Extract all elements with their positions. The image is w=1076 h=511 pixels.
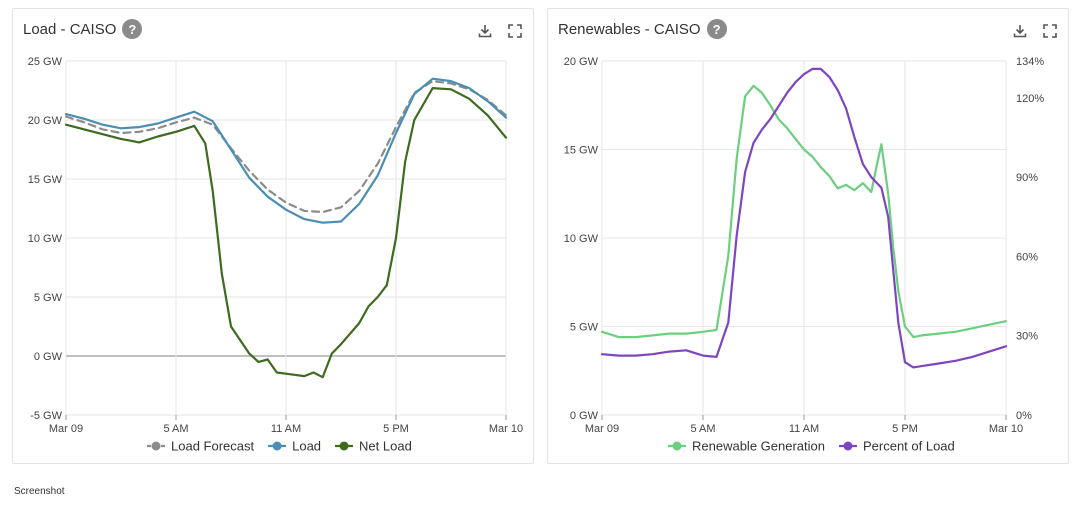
download-icon[interactable]: [1012, 23, 1028, 39]
y-tick-label: 20 GW: [564, 56, 599, 68]
y-tick-label: -5 GW: [30, 410, 62, 422]
y-tick-label: 15 GW: [564, 145, 599, 157]
x-tick-label: Mar 10: [489, 423, 523, 435]
load-series-line: [64, 77, 508, 224]
x-tick-label: Mar 09: [49, 423, 83, 435]
legend-label: Load: [292, 439, 321, 454]
net-load-series-line: [64, 86, 508, 379]
help-icon[interactable]: ?: [706, 19, 727, 39]
renewables-title-text: Renewables - CAISO: [558, 20, 701, 38]
y2-tick-label: 0%: [1016, 410, 1032, 422]
download-icon[interactable]: [477, 23, 493, 39]
load-title-text: Load - CAISO: [23, 20, 117, 38]
help-icon[interactable]: ?: [122, 19, 143, 39]
x-tick-label: 11 AM: [271, 423, 301, 435]
legend-swatch-marker: [339, 441, 349, 451]
x-tick-label: Mar 09: [585, 423, 619, 435]
y-tick-label: 0 GW: [34, 351, 63, 363]
y2-tick-label: 90%: [1016, 172, 1038, 184]
legend-label: Load Forecast: [171, 439, 254, 454]
y-tick-label: 20 GW: [28, 115, 63, 127]
legend-swatch-marker: [272, 441, 282, 451]
renewables-chart: 20 GW 15 GW 10 GW 5 GW 0 GW 134% 120% 90% 60% 30%…: [564, 56, 1045, 454]
y-tick-label: 5 GW: [34, 292, 63, 304]
y2-tick-label: 134%: [1016, 56, 1044, 68]
x-tick-label: 5 PM: [383, 423, 409, 435]
x-tick-label: Mar 10: [989, 423, 1023, 435]
renewables-chart-panel: Renewables - CAISO ? 20 GW 15 GW 10 GW 5 GW…: [547, 8, 1069, 464]
y-tick-label: 10 GW: [28, 233, 63, 245]
legend-swatch-marker: [672, 441, 682, 451]
y-tick-label: 10 GW: [564, 233, 599, 245]
legend-label: Renewable Generation: [692, 439, 825, 454]
x-tick-label: 11 AM: [789, 423, 819, 435]
legend-label: Percent of Load: [863, 439, 955, 454]
fullscreen-icon[interactable]: [507, 23, 523, 39]
renewable-generation-series-line: [600, 84, 1008, 339]
fullscreen-icon[interactable]: [1042, 23, 1058, 39]
load-chart-panel: Load - CAISO ? 25 GW 20 GW 15 GW 10 GW 5 GW 0…: [12, 8, 534, 464]
renewables-toolbar: [1012, 23, 1058, 39]
screenshot-caption: Screenshot: [14, 486, 65, 497]
y-tick-label: 25 GW: [28, 56, 63, 68]
x-tick-label: 5 AM: [163, 423, 188, 435]
y-tick-label: 0 GW: [570, 410, 599, 422]
legend-label: Net Load: [359, 439, 412, 454]
load-toolbar: [477, 23, 523, 39]
y2-tick-label: 60%: [1016, 251, 1038, 263]
y2-tick-label: 30%: [1016, 331, 1038, 343]
x-tick-label: 5 PM: [892, 423, 918, 435]
legend-swatch-marker: [843, 441, 853, 451]
load-panel-title: Load - CAISO ?: [23, 19, 143, 39]
y-tick-label: 15 GW: [28, 174, 63, 186]
x-tick-label: 5 AM: [690, 423, 715, 435]
y2-tick-label: 120%: [1016, 93, 1044, 105]
load-forecast-series-line: [64, 79, 508, 214]
renewables-panel-title: Renewables - CAISO ?: [558, 19, 727, 39]
y-tick-label: 5 GW: [570, 322, 599, 334]
legend-swatch-marker: [151, 441, 161, 451]
percent-of-load-series-line: [600, 67, 1008, 369]
